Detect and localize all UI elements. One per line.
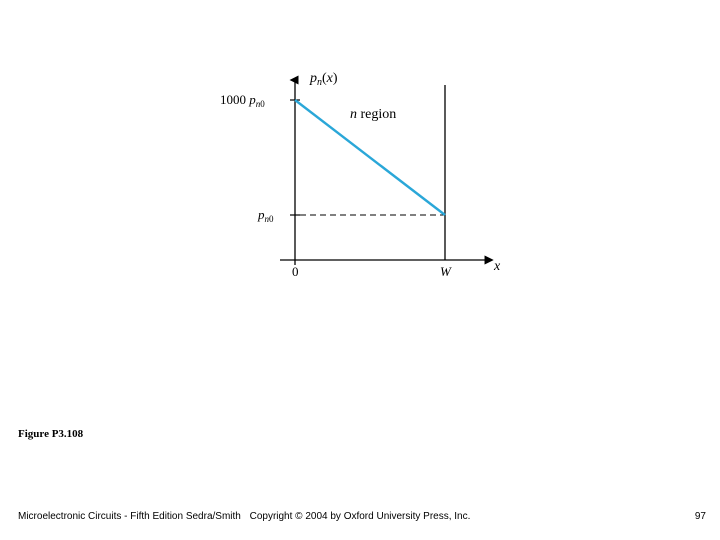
y-axis-label: pn(x) (309, 71, 338, 88)
footer-center: Copyright © 2004 by Oxford University Pr… (250, 511, 471, 522)
footer-left: Microelectronic Circuits - Fifth Edition… (18, 511, 241, 522)
figure-caption: Figure P3.108 (18, 428, 83, 440)
y-tick-label-pn0: pn0 (257, 207, 274, 224)
chart-container: pn(x) n region 1000 pn0 pn0 0 W x (210, 60, 510, 300)
y-tick-label-top: 1000 pn0 (220, 92, 265, 109)
chart-svg: pn(x) n region 1000 pn0 pn0 0 W x (210, 60, 510, 300)
x-tick-W: W (440, 264, 452, 279)
region-label: n region (350, 107, 396, 122)
footer-page-number: 97 (695, 511, 706, 522)
x-tick-origin: 0 (292, 264, 299, 279)
x-axis-label: x (493, 259, 501, 274)
